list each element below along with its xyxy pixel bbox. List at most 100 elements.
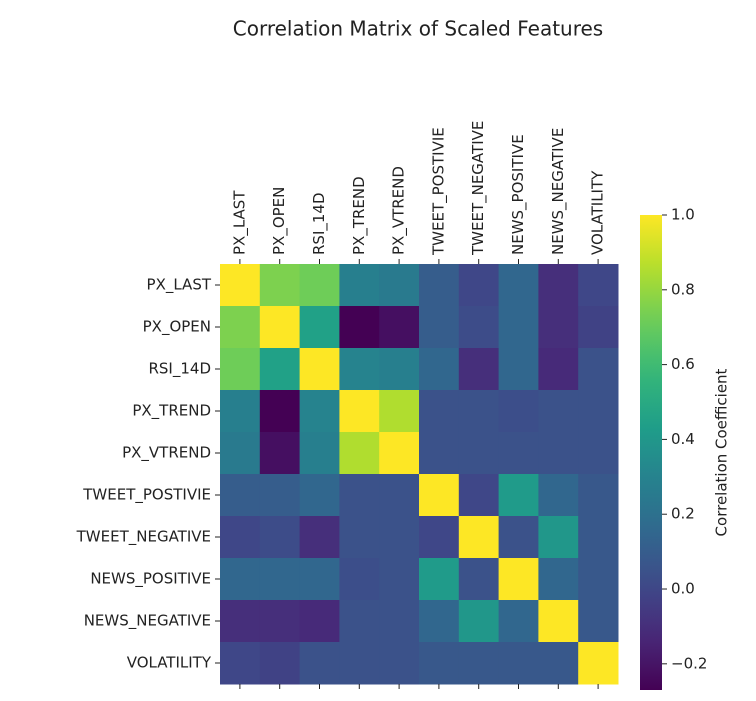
heatmap-cell bbox=[379, 432, 420, 475]
heatmap-cell bbox=[339, 390, 380, 433]
heatmap-cell bbox=[498, 516, 539, 559]
heatmap-cell bbox=[498, 558, 539, 601]
heatmap-cell bbox=[299, 348, 340, 391]
x-tick-label: NEWS_POSITIVE bbox=[509, 134, 528, 255]
heatmap-cell bbox=[299, 558, 340, 601]
heatmap-cell bbox=[538, 558, 579, 601]
y-tick-label: PX_VTREND bbox=[122, 444, 211, 463]
heatmap-cell bbox=[339, 516, 380, 559]
heatmap-cell bbox=[498, 348, 539, 391]
heatmap-cell bbox=[379, 306, 420, 349]
heatmap-cell bbox=[339, 642, 380, 685]
heatmap-cell bbox=[299, 432, 340, 475]
heatmap-cell bbox=[538, 390, 579, 433]
heatmap-cell bbox=[498, 600, 539, 643]
heatmap-cell bbox=[538, 474, 579, 517]
heatmap-cell bbox=[578, 642, 619, 685]
heatmap-cell bbox=[379, 348, 420, 391]
heatmap-cell bbox=[259, 474, 301, 517]
heatmap-cell bbox=[458, 306, 500, 349]
heatmap-cell bbox=[220, 390, 261, 433]
y-tick-label: TWEET_NEGATIVE bbox=[76, 528, 211, 547]
heatmap-cell bbox=[259, 642, 301, 685]
heatmap-cell bbox=[419, 306, 460, 349]
x-tick-label: PX_TREND bbox=[350, 176, 369, 255]
heatmap-cell bbox=[220, 558, 261, 601]
heatmap-cell bbox=[339, 264, 380, 307]
heatmap-cell bbox=[379, 558, 420, 601]
heatmap-cell bbox=[220, 348, 261, 391]
heatmap-cell bbox=[299, 264, 340, 307]
heatmap-cell bbox=[299, 306, 340, 349]
heatmap-cell bbox=[498, 390, 539, 433]
heatmap-cell bbox=[498, 264, 539, 307]
heatmap-cell bbox=[498, 306, 539, 349]
y-tick-label: PX_TREND bbox=[132, 402, 211, 421]
heatmap-cell bbox=[379, 474, 420, 517]
heatmap-cell bbox=[578, 600, 619, 643]
heatmap-cell bbox=[538, 432, 579, 475]
heatmap-cell bbox=[220, 474, 261, 517]
heatmap-cell bbox=[259, 348, 301, 391]
heatmap-cell bbox=[259, 516, 301, 559]
heatmap-cell bbox=[339, 474, 380, 517]
y-tick-label: RSI_14D bbox=[148, 360, 211, 379]
x-tick-label: PX_OPEN bbox=[270, 187, 289, 255]
x-tick-label: TWEET_NEGATIVE bbox=[469, 121, 488, 256]
heatmap-cell bbox=[578, 264, 619, 307]
heatmap-cell bbox=[419, 432, 460, 475]
heatmap-cell bbox=[419, 558, 460, 601]
heatmap-cell bbox=[259, 600, 301, 643]
x-tick-label: RSI_14D bbox=[310, 192, 329, 255]
heatmap-cell bbox=[379, 390, 420, 433]
heatmap-cell bbox=[498, 642, 539, 685]
heatmap-cell bbox=[220, 642, 261, 685]
colorbar-tick-label: 0.6 bbox=[671, 355, 695, 373]
colorbar-tick-label: −0.2 bbox=[671, 654, 707, 672]
heatmap-cell bbox=[578, 432, 619, 475]
heatmap-cell bbox=[578, 306, 619, 349]
heatmap-cell bbox=[220, 600, 261, 643]
colorbar-tick-label: 0.0 bbox=[671, 580, 695, 598]
colorbar bbox=[640, 215, 662, 690]
x-tick-label: VOLATILITY bbox=[589, 170, 607, 255]
heatmap-cell bbox=[259, 390, 301, 433]
heatmap-cell bbox=[458, 600, 500, 643]
colorbar-tick-label: 0.4 bbox=[671, 430, 695, 448]
heatmap-cell bbox=[419, 390, 460, 433]
heatmap-cell bbox=[458, 432, 500, 475]
colorbar-tick-label: 0.2 bbox=[671, 505, 695, 523]
heatmap-cell bbox=[458, 642, 500, 685]
heatmap-cell bbox=[458, 264, 500, 307]
colorbar-tick-label: 0.8 bbox=[671, 280, 695, 298]
y-tick-label: PX_LAST bbox=[147, 276, 212, 295]
heatmap-cell bbox=[458, 516, 500, 559]
heatmap-cell bbox=[259, 264, 301, 307]
heatmap-cell bbox=[538, 348, 579, 391]
x-tick-label: TWEET_POSTIVIE bbox=[429, 127, 448, 256]
heatmap-cell bbox=[538, 642, 579, 685]
heatmap-cell bbox=[259, 306, 301, 349]
heatmap-cell bbox=[419, 348, 460, 391]
heatmap-cell bbox=[538, 306, 579, 349]
heatmap-cell bbox=[458, 390, 500, 433]
heatmap-cell bbox=[299, 474, 340, 517]
heatmap-cell bbox=[299, 642, 340, 685]
heatmap-cell bbox=[458, 474, 500, 517]
heatmap-cell bbox=[498, 474, 539, 517]
heatmap-cell bbox=[538, 264, 579, 307]
heatmap-cell bbox=[299, 390, 340, 433]
heatmap-cell bbox=[419, 516, 460, 559]
heatmap-cell bbox=[339, 306, 380, 349]
heatmap-cell bbox=[339, 600, 380, 643]
heatmap-cell bbox=[419, 642, 460, 685]
heatmap-cell bbox=[379, 642, 420, 685]
heatmap-cell bbox=[498, 432, 539, 475]
heatmap-cell bbox=[578, 348, 619, 391]
heatmap-cell bbox=[299, 600, 340, 643]
heatmap-cell bbox=[339, 348, 380, 391]
heatmap-cell bbox=[578, 474, 619, 517]
y-tick-label: TWEET_POSTIVIE bbox=[82, 486, 211, 505]
